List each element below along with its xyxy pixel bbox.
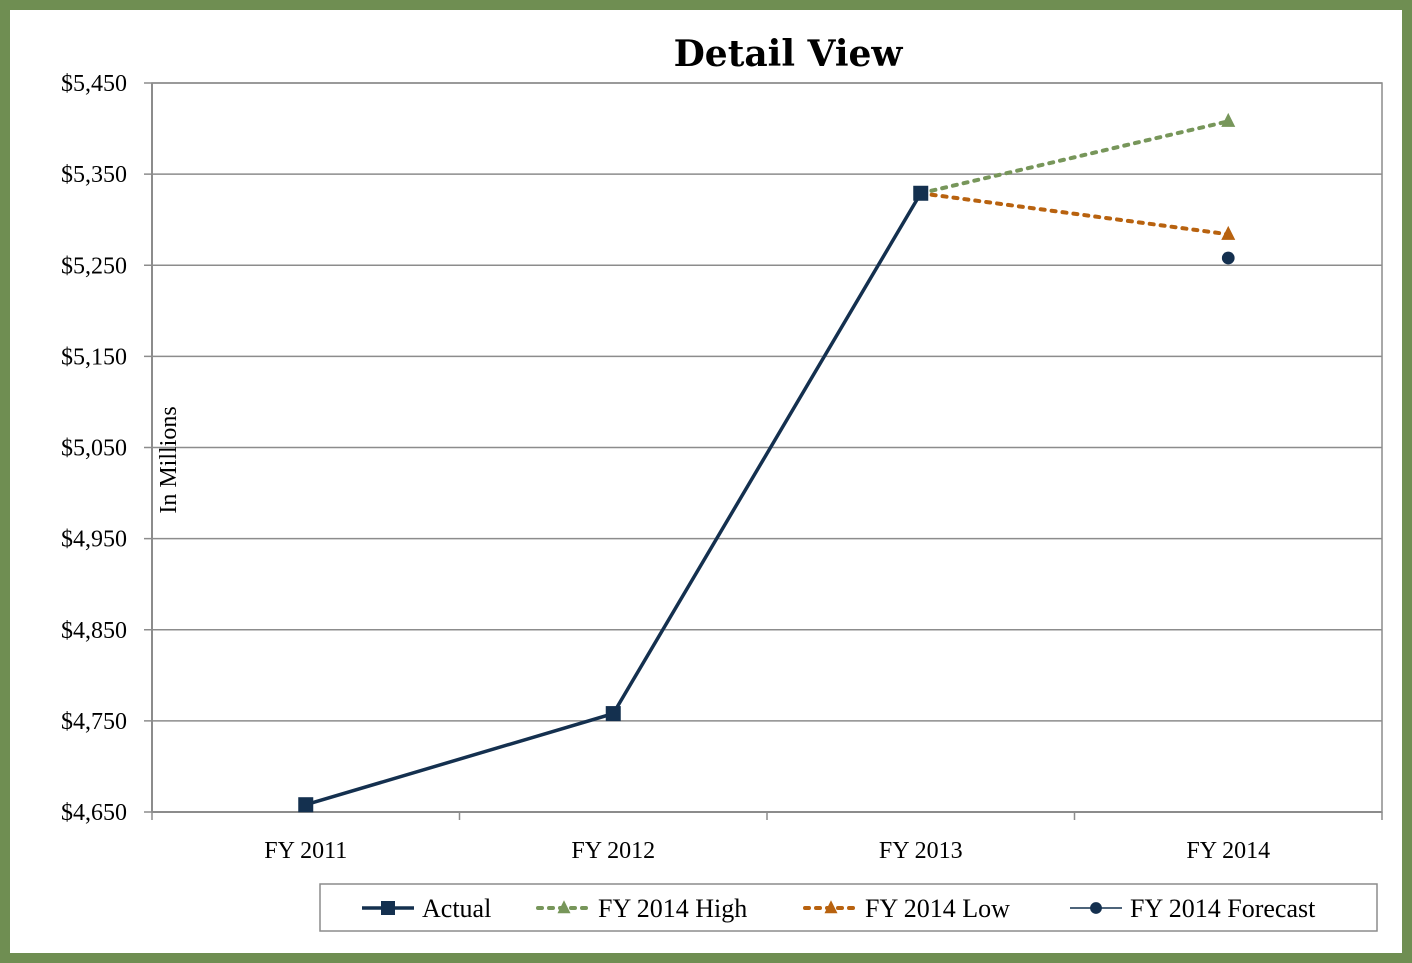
data-point <box>298 797 314 813</box>
y-tick-label: $4,850 <box>61 618 127 644</box>
axes: $4,650 $4,750 $4,850 $4,950 $5,050 $5,150 $5,2… <box>61 71 1383 864</box>
legend[interactable]: Actual FY 2014 High FY 2014 Low FY 2014 For… <box>319 883 1378 932</box>
chart-title: Detail View <box>674 33 904 75</box>
y-tick-label: $5,350 <box>61 162 127 188</box>
data-point <box>1221 225 1236 240</box>
data-point <box>824 900 838 914</box>
legend-label: Actual <box>422 894 491 923</box>
y-tick-label: $5,150 <box>61 344 127 370</box>
legend-item-fy-2014-high[interactable]: FY 2014 High <box>536 894 747 923</box>
x-tick-label: FY 2014 <box>1186 838 1270 864</box>
y-axis-label: In Millions <box>156 406 182 513</box>
legend-label: FY 2014 Forecast <box>1130 894 1316 923</box>
legend-item-fy-2014-forecast[interactable]: FY 2014 Forecast <box>1070 894 1316 923</box>
series-fy-2014-low <box>918 191 1236 240</box>
series-actual <box>298 185 929 813</box>
series-line <box>918 119 1231 196</box>
data-point <box>1221 251 1235 265</box>
series-layer <box>298 112 1236 813</box>
series-fy-2014-forecast <box>1221 251 1235 265</box>
data-point <box>381 901 395 915</box>
legend-item-fy-2014-low[interactable]: FY 2014 Low <box>803 894 1010 923</box>
data-point <box>605 706 621 722</box>
y-tick-label: $5,450 <box>61 71 127 97</box>
y-tick-label: $5,250 <box>61 253 127 279</box>
y-tick-label: $4,750 <box>61 709 127 735</box>
data-point <box>1221 112 1236 127</box>
legend-label: FY 2014 Low <box>865 894 1010 923</box>
y-tick-label: $4,950 <box>61 527 127 553</box>
x-tick-label: FY 2013 <box>879 838 963 864</box>
gridlines <box>152 82 1382 813</box>
data-point <box>913 185 929 201</box>
legend-item-actual[interactable]: Actual <box>362 894 491 923</box>
series-fy-2014-high <box>918 112 1236 196</box>
data-point <box>1090 902 1102 914</box>
series-line <box>918 191 1231 237</box>
data-point <box>557 900 571 914</box>
x-tick-label: FY 2012 <box>571 838 655 864</box>
y-tick-label: $4,650 <box>61 800 127 826</box>
legend-label: FY 2014 High <box>598 894 747 923</box>
y-tick-label: $5,050 <box>61 436 127 462</box>
x-tick-label: FY 2011 <box>264 838 347 864</box>
